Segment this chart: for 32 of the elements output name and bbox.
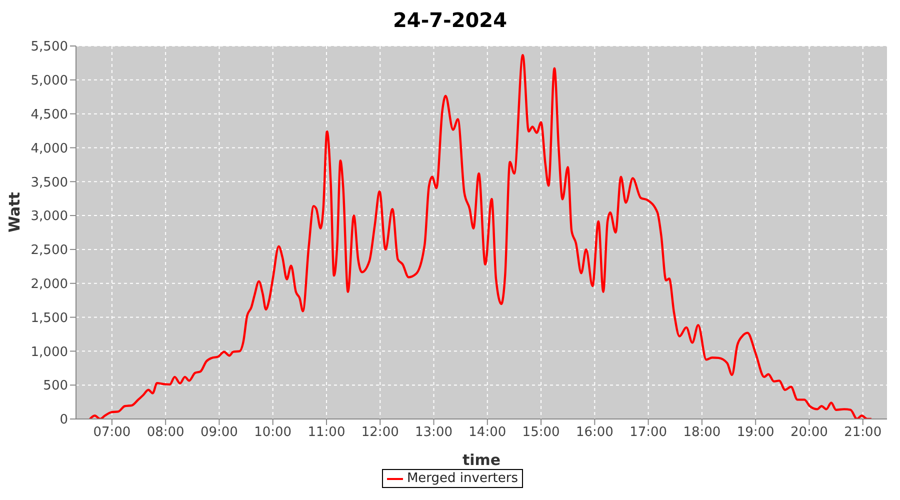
y-tick-label: 5,000 bbox=[30, 74, 68, 89]
x-tick-label: 08:00 bbox=[146, 425, 184, 440]
x-tick-label: 11:00 bbox=[308, 425, 346, 440]
x-tick-label: 13:00 bbox=[415, 425, 452, 440]
x-tick-label: 20:00 bbox=[790, 425, 828, 440]
x-tick-label: 10:00 bbox=[254, 425, 292, 440]
x-tick-label: 14:00 bbox=[468, 425, 506, 440]
x-axis-title: time bbox=[462, 451, 501, 469]
y-tick-label: 3,500 bbox=[30, 175, 68, 190]
chart-title: 24-7-2024 bbox=[392, 8, 508, 34]
x-tick-label: 19:00 bbox=[736, 425, 774, 440]
y-tick-label: 4,000 bbox=[30, 141, 68, 156]
y-axis-title: Watt bbox=[5, 192, 24, 232]
x-tick-label: 21:00 bbox=[844, 425, 882, 440]
x-tick-label: 15:00 bbox=[522, 425, 560, 440]
y-tick-label: 3,000 bbox=[30, 209, 68, 224]
x-tick-label: 07:00 bbox=[93, 425, 131, 440]
y-tick-label: 2,000 bbox=[30, 276, 68, 292]
x-tick-label: 12:00 bbox=[361, 425, 399, 440]
y-tick-label: 1,500 bbox=[30, 310, 68, 326]
x-tick-label: 09:00 bbox=[200, 425, 238, 440]
y-tick-label: 2,500 bbox=[30, 243, 68, 258]
line-series bbox=[88, 54, 873, 419]
x-tick-label: 17:00 bbox=[630, 425, 668, 440]
y-tick-label: 5,500 bbox=[30, 40, 68, 55]
y-tick-label: 500 bbox=[43, 378, 68, 394]
x-tick-label: 16:00 bbox=[576, 425, 614, 440]
x-tick-label: 18:00 bbox=[683, 425, 721, 440]
y-tick-label: 1,000 bbox=[30, 344, 68, 360]
y-tick-label: 4,500 bbox=[30, 107, 68, 122]
y-tick-label: 0 bbox=[60, 412, 68, 428]
legend-label: Merged inverters bbox=[406, 471, 518, 486]
